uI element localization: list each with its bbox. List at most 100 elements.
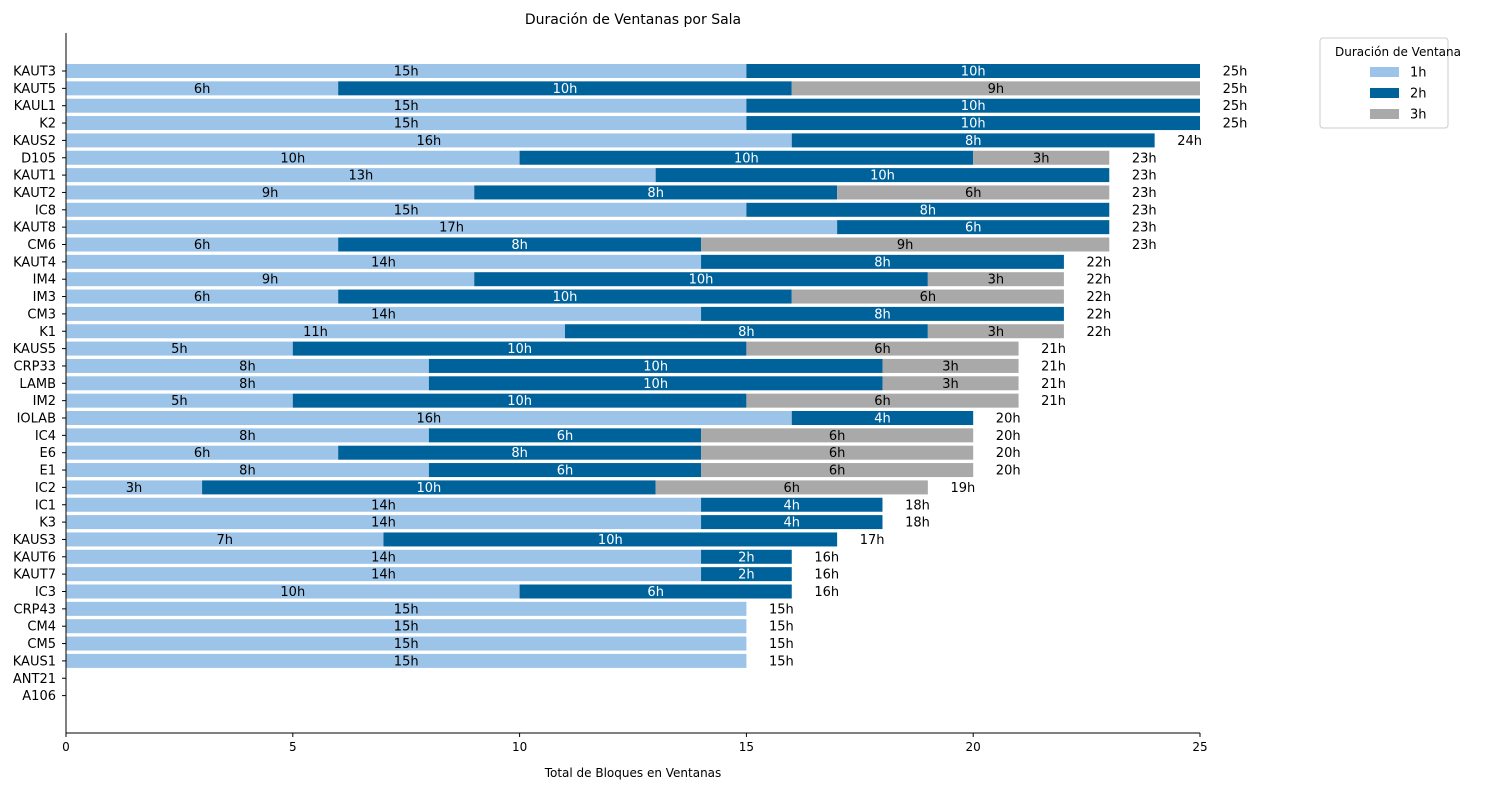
bar-1h-CRP33	[66, 358, 429, 373]
bar-1h-K3	[66, 515, 702, 530]
bar-1h-CM3	[66, 306, 702, 321]
bar-value-label: 3h	[988, 325, 1005, 340]
bar-total-label: 15h	[769, 637, 794, 652]
bar-value-label: 6h	[194, 238, 211, 253]
bar-2h-KAUT4	[701, 254, 1064, 269]
bar-value-label: 6h	[194, 446, 211, 461]
bar-total-label: 16h	[814, 568, 839, 583]
y-tick-label: CRP33	[14, 359, 57, 374]
bar-value-label: 8h	[511, 238, 528, 253]
bar-2h-CM3	[701, 306, 1064, 321]
bar-3h-LAMB	[882, 376, 1019, 391]
bar-2h-KAUT2	[474, 185, 838, 200]
bar-3h-IM2	[746, 393, 1019, 408]
y-tick-label: KAUT7	[13, 568, 56, 583]
y-tick-label: CM4	[27, 620, 56, 635]
bar-1h-KAUT1	[66, 168, 656, 183]
bar-value-label: 8h	[239, 429, 256, 444]
bar-total-label: 16h	[814, 585, 839, 600]
bar-value-label: 6h	[965, 221, 982, 236]
bar-1h-IM3	[66, 289, 339, 304]
bar-1h-IC2	[66, 480, 203, 495]
bar-1h-KAUS2	[66, 133, 792, 148]
bar-3h-IC4	[701, 428, 974, 443]
x-tick-label: 15	[739, 740, 754, 754]
bar-1h-KAUS3	[66, 532, 384, 547]
bar-2h-IM3	[338, 289, 792, 304]
bar-value-label: 6h	[829, 429, 846, 444]
bar-2h-IC2	[202, 480, 656, 495]
bar-1h-IC4	[66, 428, 429, 443]
bar-3h-IM4	[927, 272, 1064, 287]
y-tick-label: KAUT1	[13, 169, 56, 184]
bar-value-label: 16h	[416, 134, 441, 149]
bar-value-label: 6h	[874, 394, 891, 409]
bar-value-label: 3h	[1033, 151, 1050, 166]
bar-value-label: 10h	[553, 82, 578, 97]
bar-3h-KAUT2	[837, 185, 1110, 200]
bar-1h-IC1	[66, 497, 702, 512]
y-tick-label: KAUT2	[13, 186, 56, 201]
bar-3h-IM3	[791, 289, 1064, 304]
bar-value-label: 10h	[598, 533, 623, 548]
bar-value-label: 17h	[439, 221, 464, 236]
bar-2h-IC3	[519, 584, 792, 599]
bar-value-label: 2h	[738, 550, 755, 565]
bar-value-label: 5h	[171, 342, 188, 357]
bar-2h-KAUT3	[746, 64, 1200, 78]
y-tick-label: K1	[39, 325, 56, 340]
bar-value-label: 10h	[961, 117, 986, 132]
x-tick-label: 10	[512, 740, 527, 754]
bar-total-label: 23h	[1132, 151, 1157, 166]
bar-2h-KAUT5	[338, 81, 792, 96]
bar-value-label: 7h	[217, 533, 234, 548]
bar-value-label: 8h	[511, 446, 528, 461]
bar-value-label: 14h	[371, 550, 396, 565]
bar-2h-KAUT1	[655, 168, 1110, 183]
bar-value-label: 4h	[874, 412, 891, 427]
bar-total-label: 23h	[1132, 186, 1157, 201]
bar-value-label: 15h	[394, 637, 419, 652]
bar-value-label: 10h	[280, 585, 305, 600]
bar-1h-CM6	[66, 237, 339, 252]
y-tick-label: KAUS1	[13, 654, 56, 669]
legend: Duración de Ventana 1h 2h 3h	[1319, 37, 1461, 129]
bar-value-label: 3h	[942, 359, 959, 374]
bar-2h-CM6	[338, 237, 702, 252]
bar-2h-E1	[428, 463, 702, 478]
bar-total-label: 18h	[905, 516, 930, 531]
bar-2h-CRP33	[428, 358, 883, 373]
legend-swatch-2h	[1370, 88, 1399, 98]
bar-total-label: 25h	[1223, 82, 1248, 97]
y-tick-label: IM3	[33, 290, 56, 305]
bar-1h-CM4	[66, 619, 747, 634]
legend-label-3h: 3h	[1410, 108, 1427, 123]
bar-value-label: 8h	[920, 203, 937, 218]
bar-total-label: 20h	[996, 464, 1021, 479]
y-tick-label: D105	[21, 151, 56, 166]
bar-1h-KAUT2	[66, 185, 475, 200]
bar-value-label: 10h	[961, 65, 986, 80]
y-tick-label: CM3	[27, 307, 56, 322]
bar-2h-KAUS2	[791, 133, 1155, 148]
bar-1h-KAUT7	[66, 567, 702, 582]
bar-total-label: 22h	[1087, 325, 1112, 340]
y-tick-label: KAUS5	[13, 342, 56, 357]
bar-2h-IOLAB	[791, 411, 974, 425]
bar-1h-LAMB	[66, 376, 429, 391]
y-tick-label: KAUT6	[13, 550, 56, 565]
bar-value-label: 3h	[988, 273, 1005, 288]
bar-1h-K1	[66, 324, 565, 339]
legend-swatch-1h	[1370, 67, 1399, 77]
bar-value-label: 14h	[371, 498, 396, 513]
y-tick-label: IC2	[35, 481, 56, 496]
x-axis-label: Total de Bloques en Ventanas	[544, 766, 722, 780]
bar-3h-KAUT5	[791, 81, 1200, 96]
bar-1h-KAUT3	[66, 64, 747, 78]
bar-2h-IC8	[746, 202, 1110, 217]
y-tick-label: KAUT5	[13, 82, 56, 97]
bar-value-label: 8h	[874, 255, 891, 270]
bar-total-label: 21h	[1041, 342, 1066, 357]
bar-value-label: 10h	[280, 151, 305, 166]
bar-2h-K3	[701, 515, 883, 530]
